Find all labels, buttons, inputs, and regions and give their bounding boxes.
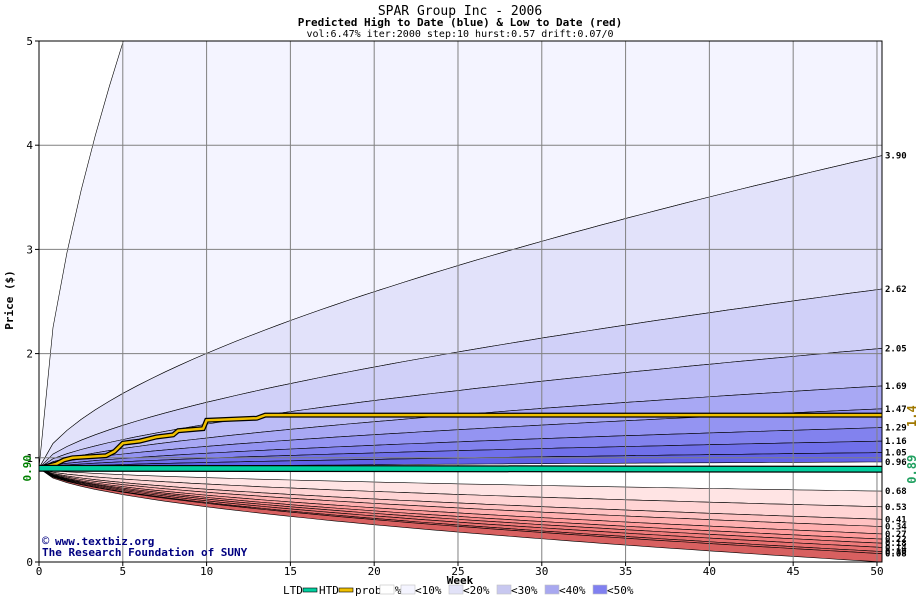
ltd-end-label: 0.14: [885, 543, 907, 553]
y-tick-label: 5: [26, 35, 33, 48]
y-tick-label: 2: [26, 348, 33, 361]
watermark: © www.textbiz.org The Research Foundatio…: [42, 534, 248, 559]
y-tick-label: 3: [26, 243, 33, 256]
legend-prob-text: prob:0%: [355, 584, 402, 597]
y-tick-label: 0: [26, 556, 33, 569]
probability-bands: [38, 40, 883, 563]
chart-params: vol:6.47% iter:2000 step:10 hurst:0.57 d…: [306, 29, 613, 40]
legend-swatch-zero: [379, 584, 395, 595]
plot-border: [38, 40, 883, 563]
ltd-end-label: 0.22: [885, 535, 907, 545]
start-price-label: 0.90: [21, 455, 34, 482]
ltd-path: [38, 465, 883, 472]
ltd-end-label: 0.68: [885, 487, 907, 497]
htd-end-label: 1.69: [885, 382, 907, 392]
legend-ltd-swatch: [302, 587, 318, 593]
watermark-org: The Research Foundation of SUNY: [42, 546, 248, 559]
x-tick-label: 5: [119, 565, 126, 578]
htd-end-label: 1.16: [885, 437, 907, 447]
legend-swatch: [544, 584, 560, 595]
htd-current-label: 1.4: [905, 405, 919, 427]
ltd-end-label: 0.18: [885, 539, 907, 549]
x-tick-label: 15: [284, 565, 297, 578]
y-tick-label: 4: [26, 139, 33, 152]
x-tick-label: 40: [703, 565, 716, 578]
chart-title: SPAR Group Inc - 2006: [378, 4, 542, 19]
x-tick-label: 10: [200, 565, 213, 578]
legend-bin-text: <30%: [511, 584, 538, 597]
price-paths: [38, 412, 883, 473]
y-tick-label: 1: [26, 452, 33, 465]
x-tick-label: 30: [535, 565, 548, 578]
band-end-labels: 3.90 2.62 2.05 1.69 1.47 1.29 1.16 1.050.96 0.68…: [885, 152, 919, 560]
ltd-end-label: 0.53: [885, 503, 907, 513]
legend-ltd-text: LTD: [283, 584, 303, 597]
htd-end-label: 1.29: [885, 424, 907, 434]
legend-bin-text: <50%: [607, 584, 634, 597]
legend-bin-text: <10%: [415, 584, 442, 597]
ltd-end-label: 0.41: [885, 515, 907, 525]
legend-htd-swatch: [338, 587, 354, 593]
ltd-end-label: 0.27: [885, 530, 907, 540]
x-tick-label: 45: [787, 565, 800, 578]
x-tick-label: 35: [619, 565, 632, 578]
legend-bin-text: <20%: [463, 584, 490, 597]
legend: LTD HTD prob:0% <10% <20% <30% <40% <50%: [283, 584, 634, 597]
ltd-current-label: 0.89: [905, 455, 919, 484]
x-tick-label: 20: [368, 565, 381, 578]
htd-end-label: 3.90: [885, 152, 907, 162]
x-axis-label: Week: [447, 574, 474, 587]
ltd-end-label: 0.10: [885, 548, 907, 558]
watermark-url: www.textbiz.org: [55, 535, 154, 548]
htd-end-label: 2.62: [885, 285, 907, 295]
legend-swatch: [496, 584, 512, 595]
legend-swatch: [400, 584, 416, 595]
htd-end-label: 2.05: [885, 344, 907, 354]
legend-swatch: [448, 584, 464, 595]
htd-path: [38, 413, 882, 470]
htd-end-label: 1.05: [885, 449, 907, 459]
y-axis-label: Price ($): [3, 270, 16, 330]
x-tick-label: 0: [36, 565, 43, 578]
legend-htd-text: HTD: [319, 584, 339, 597]
legend-bin-text: <40%: [559, 584, 586, 597]
htd-end-label: 1.47: [885, 405, 907, 415]
ltd-end-label: 0.08: [885, 550, 907, 560]
chart-subtitle: Predicted High to Date (blue) & Low to D…: [298, 16, 623, 29]
x-tick-label: 50: [870, 565, 883, 578]
copyright-symbol: ©: [42, 534, 50, 548]
legend-swatch: [592, 584, 608, 595]
htd-end-label: 0.96: [885, 458, 907, 468]
x-tick-label: 25: [451, 565, 464, 578]
ltd-end-label: 0.34: [885, 523, 907, 533]
